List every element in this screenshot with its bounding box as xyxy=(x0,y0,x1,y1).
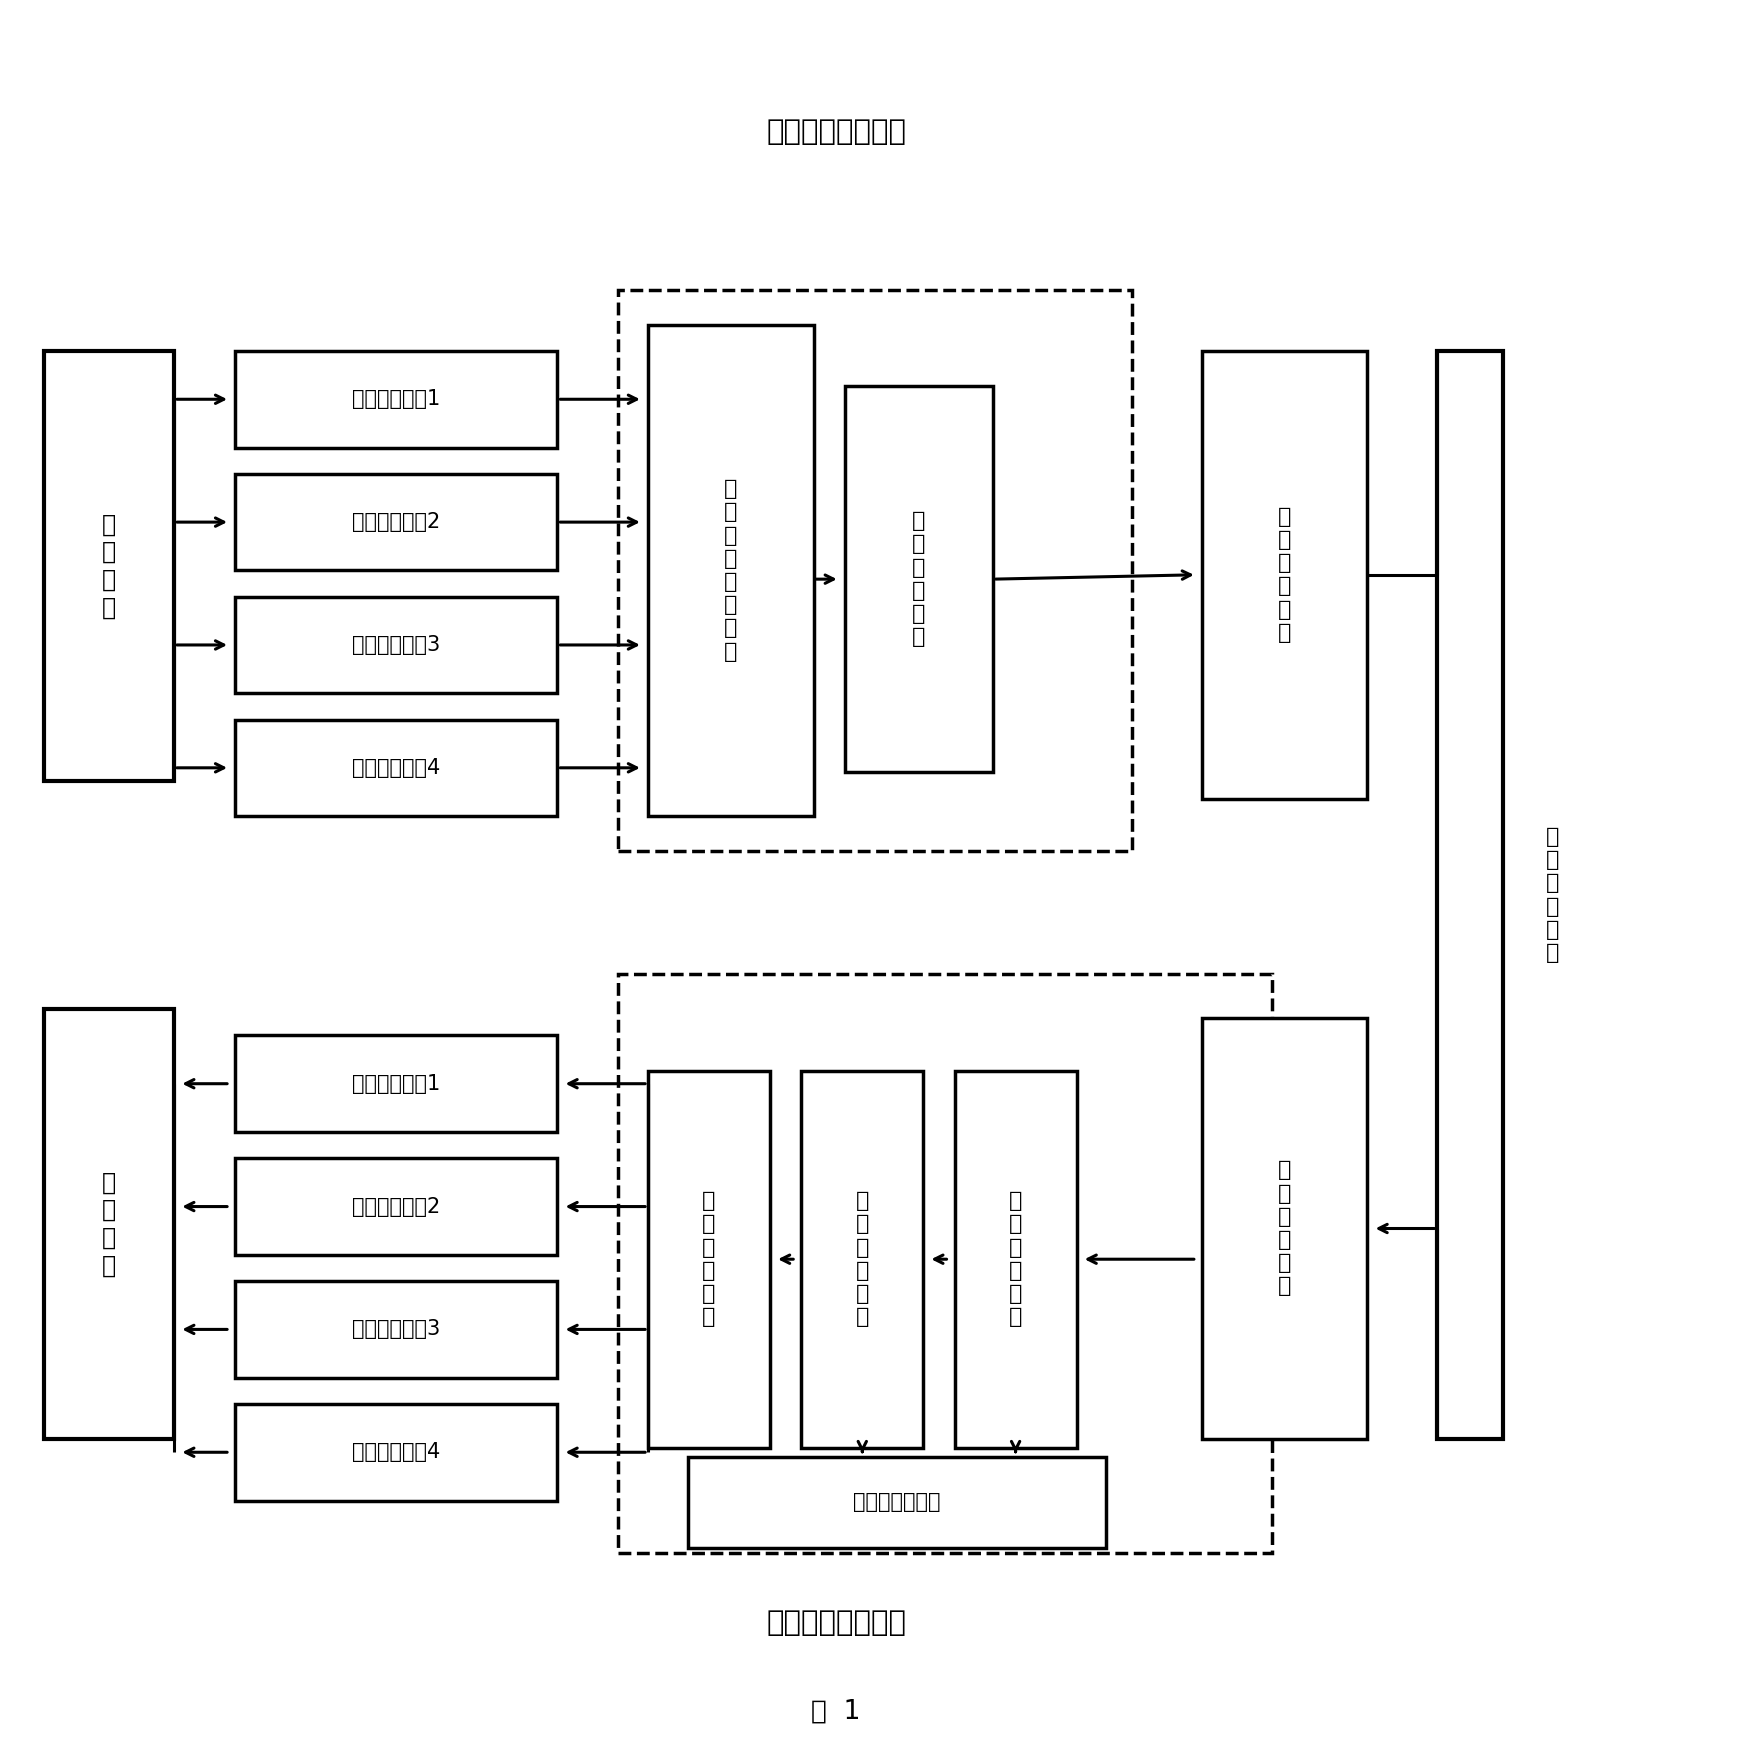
Text: 控制数据输入4: 控制数据输入4 xyxy=(352,758,441,777)
Text: 控制数据输出2: 控制数据输出2 xyxy=(352,1197,441,1216)
Text: 控制数据输出4: 控制数据输出4 xyxy=(352,1443,441,1462)
Text: 光
纤
接
收
模
块: 光 纤 接 收 模 块 xyxy=(1279,1160,1291,1297)
Text: 数据接收处理模块: 数据接收处理模块 xyxy=(766,1609,906,1637)
Text: 光
纤
传
输
通
道: 光 纤 传 输 通 道 xyxy=(1545,827,1559,963)
Text: 控制数据输入2: 控制数据输入2 xyxy=(352,512,441,532)
Text: 光
纤
发
送
模
块: 光 纤 发 送 模 块 xyxy=(1279,507,1291,642)
Bar xyxy=(1202,351,1367,799)
Bar xyxy=(688,1457,1106,1548)
Bar xyxy=(44,1009,174,1439)
Text: 并
串
转
换
模
块: 并 串 转 换 模 块 xyxy=(913,511,925,648)
Bar xyxy=(235,1404,557,1501)
Text: 解码自适应模块: 解码自适应模块 xyxy=(854,1492,941,1513)
Bar xyxy=(618,290,1132,851)
Text: 接
口
转
换
模
块: 接 口 转 换 模 块 xyxy=(702,1192,716,1327)
Bar xyxy=(648,1071,770,1448)
Text: 数据发送处理模块: 数据发送处理模块 xyxy=(766,118,906,146)
Bar xyxy=(618,974,1272,1553)
Bar xyxy=(235,351,557,448)
Bar xyxy=(235,474,557,570)
Bar xyxy=(845,386,993,772)
Bar xyxy=(235,1281,557,1378)
Text: 控制数据输出1: 控制数据输出1 xyxy=(352,1074,441,1093)
Text: 主
控
设
备: 主 控 设 备 xyxy=(101,512,117,620)
Text: 控制数据输出3: 控制数据输出3 xyxy=(352,1320,441,1339)
Bar xyxy=(44,351,174,781)
Text: 控制数据输入1: 控制数据输入1 xyxy=(352,390,441,409)
Text: 控制数据输入3: 控制数据输入3 xyxy=(352,635,441,655)
Text: 图  1: 图 1 xyxy=(812,1699,861,1723)
Bar xyxy=(955,1071,1077,1448)
Bar xyxy=(1437,351,1503,1439)
Bar xyxy=(235,720,557,816)
Bar xyxy=(801,1071,923,1448)
Bar xyxy=(648,325,814,816)
Bar xyxy=(235,597,557,693)
Text: 串
并
转
换
模
块: 串 并 转 换 模 块 xyxy=(855,1192,869,1327)
Text: 受
控
设
备: 受 控 设 备 xyxy=(101,1171,117,1278)
Bar xyxy=(235,1158,557,1255)
Text: 数
据
解
码
模
块: 数 据 解 码 模 块 xyxy=(1009,1192,1023,1327)
Bar xyxy=(1202,1018,1367,1439)
Text: 数
据
接
口
转
换
模
块: 数 据 接 口 转 换 模 块 xyxy=(725,479,737,662)
Bar xyxy=(235,1035,557,1132)
